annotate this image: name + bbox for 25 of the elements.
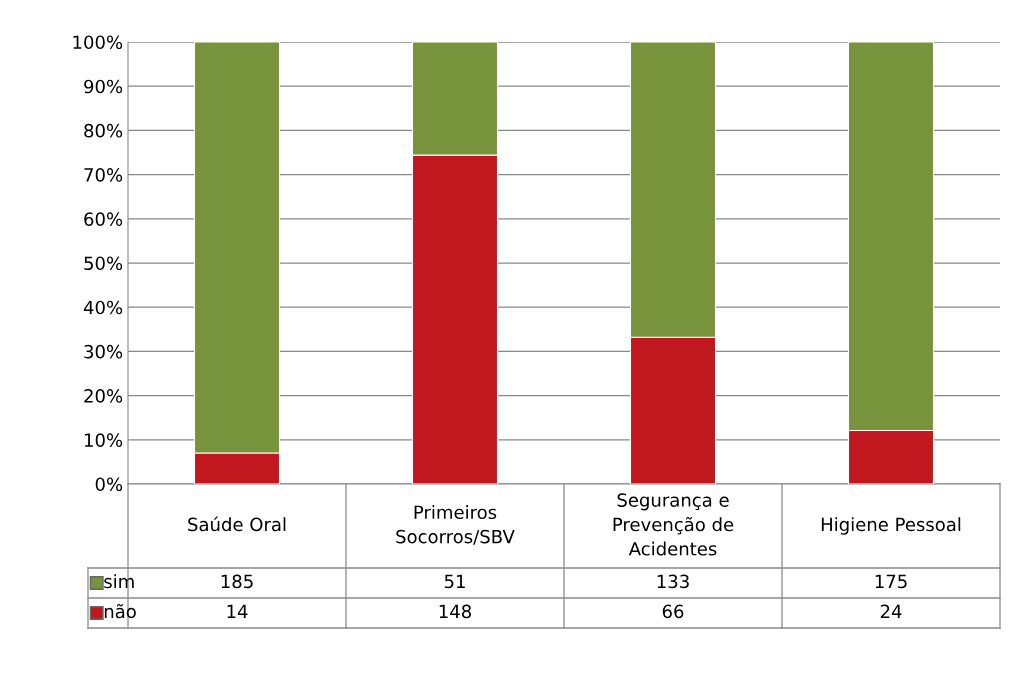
text: 51 [444,574,465,589]
y-tick-label: 90% [84,79,123,94]
text: 175 [875,574,907,589]
text: 133 [657,574,689,589]
y-tick-label: 0% [95,477,123,492]
text: 14 [227,604,248,618]
legend-label: não [104,603,136,619]
y-tick-label: 10% [84,433,123,447]
text: 148 [439,604,471,619]
x-tick-label: Primeiros Socorros/SBV [396,505,515,545]
x-tick-label: Segurança e Prevenção de Acidentes [613,493,734,556]
y-tick-label: 50% [84,256,123,271]
y-tick-label: 80% [84,123,123,138]
legend-label: sim [104,574,134,589]
y-tick-label: 40% [83,300,123,315]
y-tick-label: 20% [84,389,123,403]
y-tick-label: 70% [84,168,123,182]
text: 185 [221,574,253,589]
y-tick-label: 100% [73,35,123,50]
x-tick-label: Saúde Oral [188,516,286,532]
y-tick-label: 30% [84,344,123,359]
text: 66 [662,604,684,619]
text: 24 [880,604,902,618]
y-tick-label: 60% [84,212,123,226]
x-tick-label: Higiene Pessoal [821,517,961,535]
